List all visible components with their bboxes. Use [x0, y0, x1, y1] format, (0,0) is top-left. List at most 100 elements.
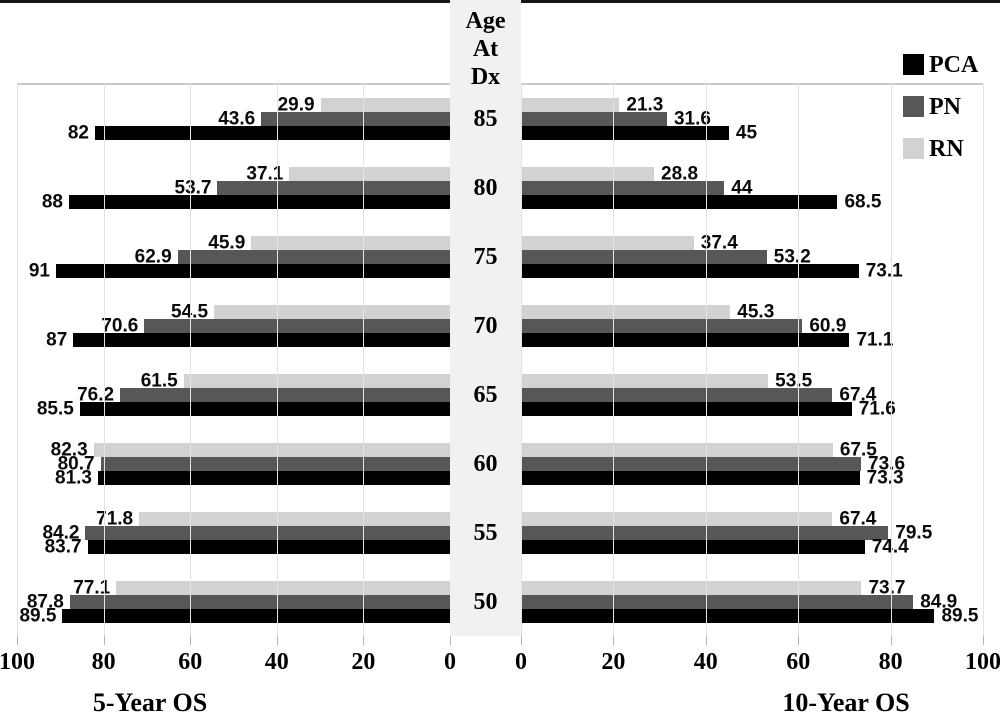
bar-pn	[217, 180, 450, 195]
axis-tick-label: 20	[601, 649, 626, 675]
age-axis-title-line: At	[472, 36, 499, 62]
bar-value-label: 37.4	[700, 232, 738, 253]
bar-block: 37.4 53.2 73.1	[521, 232, 983, 280]
legend-item-pn: PN	[903, 92, 978, 121]
bar-row-rn: 45.3	[521, 301, 983, 322]
bar-group-age-75: 37.4 53.2 73.1	[521, 222, 983, 291]
bar-pn	[521, 249, 767, 264]
bar-group-age-55: 71.8 84.2 83.7	[17, 498, 450, 567]
bar-group-age-60: 82.3 80.7 81.3	[17, 429, 450, 498]
gridline	[705, 84, 707, 636]
axis-tick	[798, 636, 800, 645]
bar-row-rn: 82.3	[17, 440, 450, 459]
bar-rn	[521, 373, 769, 388]
bar-value-label: 44	[731, 177, 753, 198]
right-axis-title: 10-Year OS	[782, 688, 910, 716]
legend-swatch-pn	[903, 96, 924, 117]
bar-rn	[251, 235, 450, 250]
axis-tick	[450, 636, 451, 645]
bar-value-label: 71.1	[856, 329, 894, 350]
bar-pca	[521, 125, 729, 140]
bar-rn	[93, 442, 450, 457]
axis-tick	[613, 636, 615, 645]
bar-value-label: 88	[41, 191, 63, 212]
bar-value-label: 87.8	[26, 591, 64, 612]
bar-block: 29.9 43.6 82	[17, 94, 450, 143]
bar-value-label: 77.1	[73, 577, 111, 598]
bar-row-pca: 71.1	[521, 329, 983, 350]
bar-row-pca: 81.3	[17, 468, 450, 487]
bar-value-label: 70.6	[101, 315, 139, 336]
bar-group-age-50: 73.7 84.9 89.5	[521, 567, 983, 636]
bar-value-label: 80.7	[57, 453, 95, 474]
bar-rn	[289, 166, 450, 181]
bar-value-label: 82	[67, 122, 89, 143]
bar-row-rn: 53.5	[521, 370, 983, 391]
bar-block: 21.3 31.6 45	[521, 95, 983, 142]
bar-value-label: 87	[46, 329, 68, 350]
age-label-50: 50	[473, 588, 498, 615]
bar-value-label: 89.5	[941, 605, 979, 626]
gridline	[521, 84, 522, 636]
gridline	[983, 84, 984, 636]
bar-value-label: 53.5	[775, 370, 813, 391]
bar-row-pca: 91	[17, 261, 450, 280]
gridline	[363, 84, 365, 636]
bar-row-rn: 29.9	[17, 94, 450, 115]
age-axis-strip: Age At Dx 85 80 75 70 65 60 55 50	[450, 0, 521, 636]
age-axis-title-line: Dx	[470, 64, 501, 90]
bar-row-pn: 79.5	[521, 523, 983, 542]
bar-row-rn: 54.5	[17, 302, 450, 321]
bar-pn	[100, 456, 450, 471]
bar-value-label: 29.9	[277, 94, 315, 115]
bar-block: 53.5 67.4 71.6	[521, 370, 983, 418]
gridline	[613, 84, 615, 636]
bar-value-label: 54.5	[171, 302, 208, 321]
bar-pn	[521, 456, 862, 471]
bar-pn	[521, 525, 889, 540]
bar-block: 45.3 60.9 71.1	[521, 301, 983, 350]
bar-row-rn: 73.7	[521, 578, 983, 597]
age-label-70: 70	[473, 312, 498, 339]
bar-value-label: 67.4	[839, 508, 877, 529]
bar-row-pn: 80.7	[17, 453, 450, 474]
bar-row-rn: 77.1	[17, 577, 450, 598]
left-axis-title: 5-Year OS	[92, 688, 208, 716]
axis-tick-label: 40	[693, 649, 718, 675]
bar-row-pn: 31.6	[521, 108, 983, 129]
bar-value-label: 45.3	[737, 301, 775, 322]
bar-value-label: 31.6	[673, 108, 711, 129]
bar-value-label: 45.9	[208, 232, 246, 253]
axis-tick	[363, 636, 365, 645]
bar-row-pca: 68.5	[521, 192, 983, 211]
axis-tick-label: 60	[786, 649, 811, 675]
bar-block: 54.5 70.6 87	[17, 302, 450, 350]
legend: PCA PN RN	[903, 50, 978, 176]
bar-pn	[85, 525, 450, 540]
bar-pca	[521, 401, 852, 416]
bar-pca	[87, 539, 450, 554]
bar-row-rn: 71.8	[17, 509, 450, 528]
bar-row-pn: 84.9	[521, 592, 983, 611]
axis-tick	[705, 636, 707, 645]
bar-pca	[94, 125, 450, 140]
bar-pca	[521, 608, 935, 623]
age-label-80: 80	[473, 174, 498, 201]
bar-group-age-65: 53.5 67.4 71.6	[521, 360, 983, 429]
bar-value-label: 60.9	[809, 315, 847, 336]
bar-pca	[521, 263, 859, 278]
bar-block: 67.5 73.6 73.3	[521, 440, 983, 487]
bar-value-label: 85.5	[36, 398, 74, 419]
age-label-75: 75	[473, 243, 498, 270]
bar-row-pca: 73.3	[521, 468, 983, 487]
bar-group-age-50: 77.1 87.8 89.5	[17, 567, 450, 636]
bar-pn	[69, 594, 450, 609]
gridline	[890, 84, 892, 636]
bar-value-label: 62.9	[134, 246, 172, 267]
bar-row-rn: 61.5	[17, 371, 450, 390]
bar-row-rn: 67.5	[521, 440, 983, 459]
axis-tick-label: 80	[878, 649, 903, 675]
bar-group-age-70: 45.3 60.9 71.1	[521, 291, 983, 360]
bar-row-pn: 44	[521, 177, 983, 198]
axis-tick	[17, 636, 18, 645]
